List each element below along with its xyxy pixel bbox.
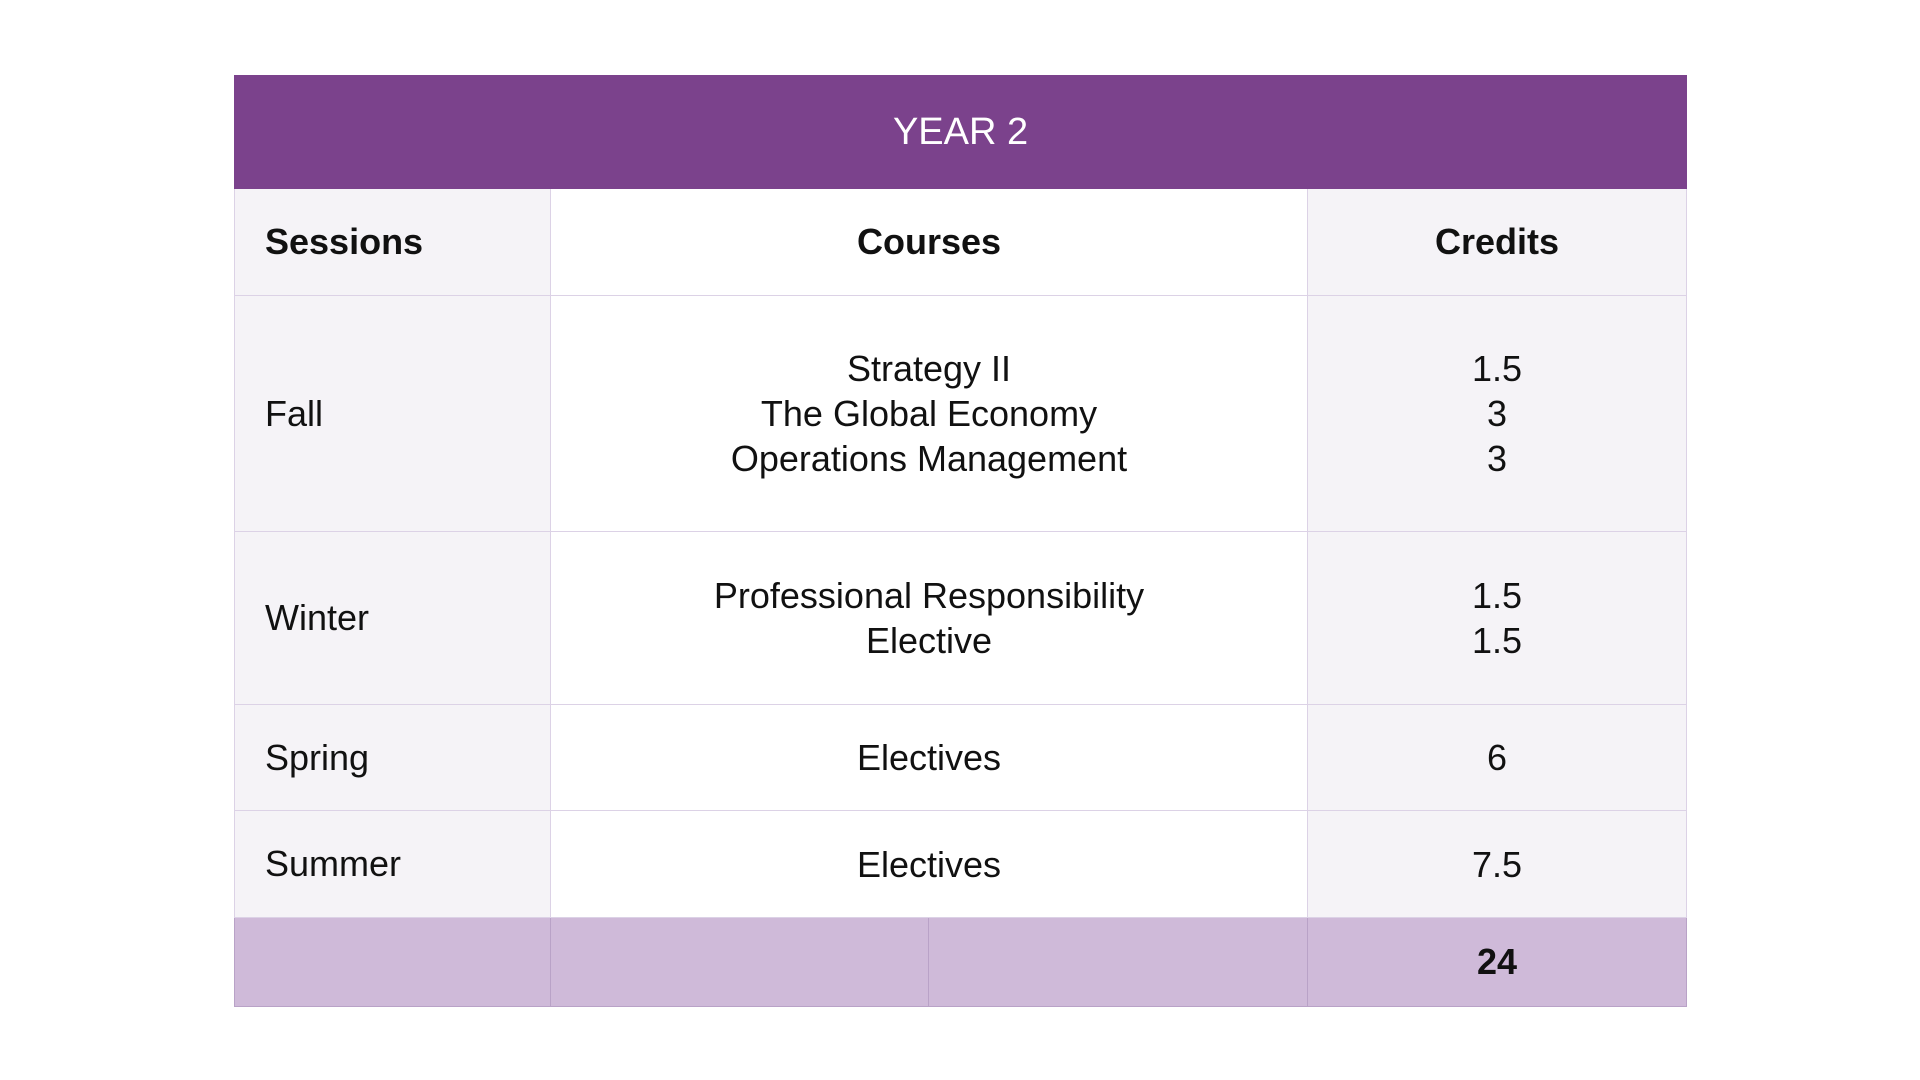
credits-cell: 6 bbox=[1306, 704, 1688, 811]
total-credits: 24 bbox=[1306, 917, 1688, 1007]
credit: 3 bbox=[1487, 438, 1508, 479]
empty-cell bbox=[234, 917, 551, 1007]
courses-cell: Professional Responsibility Elective bbox=[550, 531, 1308, 705]
course: Strategy II bbox=[846, 348, 1012, 389]
credits-cell: 7.5 bbox=[1306, 810, 1688, 918]
course: Electives bbox=[856, 737, 1002, 778]
credit: 1.5 bbox=[1472, 575, 1523, 616]
credit: 1.5 bbox=[1472, 348, 1523, 389]
year-2-course-table: YEAR 2 Sessions Courses Credits Fall Str… bbox=[233, 75, 1688, 1007]
session-cell: Summer bbox=[234, 810, 551, 918]
course: Elective bbox=[865, 620, 993, 661]
header-sessions: Sessions bbox=[234, 188, 551, 296]
header-credits: Credits bbox=[1306, 188, 1688, 296]
course: Professional Responsibility bbox=[713, 575, 1145, 616]
credit: 6 bbox=[1487, 737, 1508, 778]
table-row: Fall Strategy II The Global Economy Oper… bbox=[234, 295, 1688, 532]
session-cell: Fall bbox=[234, 295, 551, 532]
table-row: Winter Professional Responsibility Elect… bbox=[234, 531, 1688, 705]
empty-cell bbox=[928, 917, 1308, 1007]
course: The Global Economy bbox=[760, 393, 1098, 434]
empty-cell bbox=[550, 917, 929, 1007]
session-cell: Spring bbox=[234, 704, 551, 811]
courses-cell: Electives bbox=[550, 704, 1308, 811]
course: Operations Management bbox=[730, 438, 1128, 479]
header-courses: Courses bbox=[550, 188, 1308, 296]
credit: 3 bbox=[1487, 393, 1508, 434]
course: Electives bbox=[856, 843, 1002, 885]
table-title: YEAR 2 bbox=[233, 75, 1688, 189]
credit: 1.5 bbox=[1472, 620, 1523, 661]
courses-cell: Electives bbox=[550, 810, 1308, 918]
table-row: Summer Electives 7.5 bbox=[234, 810, 1688, 918]
credits-cell: 1.5 3 3 bbox=[1306, 295, 1688, 532]
courses-cell: Strategy II The Global Economy Operation… bbox=[550, 295, 1308, 532]
table-row: Spring Electives 6 bbox=[234, 704, 1688, 811]
total-row: 24 bbox=[234, 917, 1688, 1007]
credit: 7.5 bbox=[1472, 843, 1523, 885]
session-cell: Winter bbox=[234, 531, 551, 705]
credits-cell: 1.5 1.5 bbox=[1306, 531, 1688, 705]
